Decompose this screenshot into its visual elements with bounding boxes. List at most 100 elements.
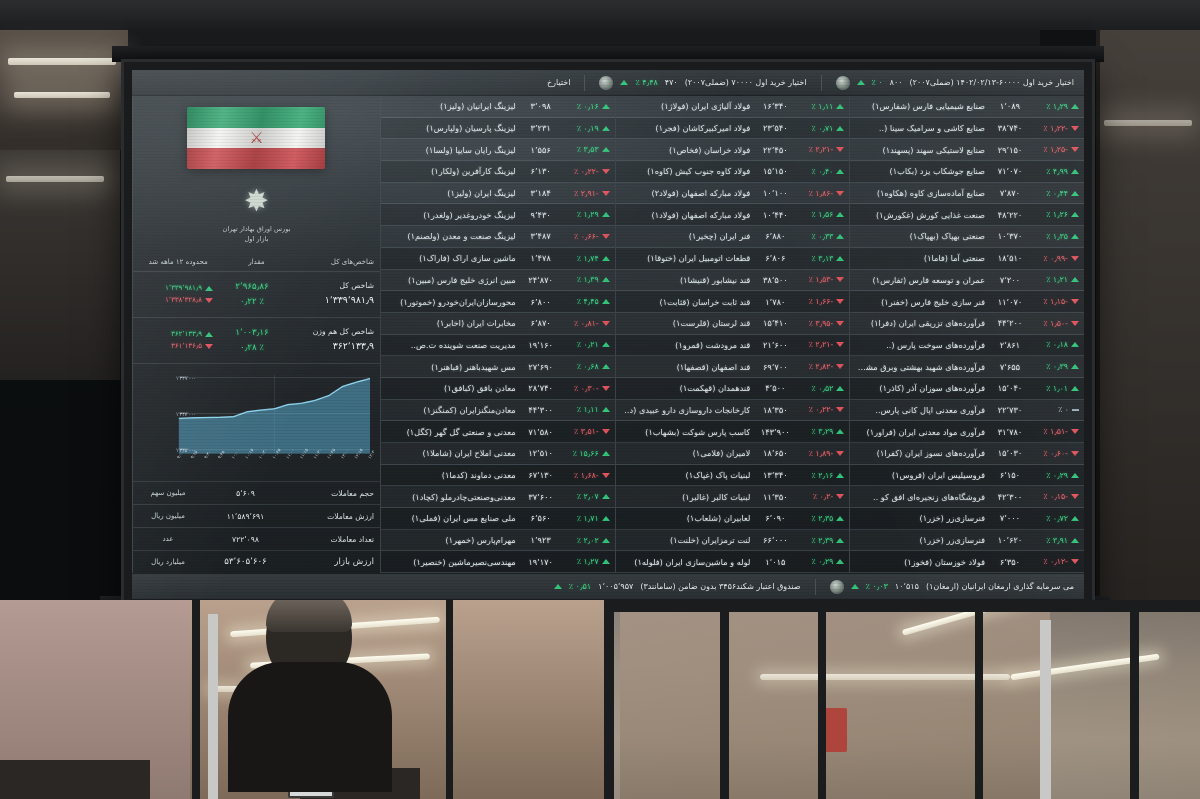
quote-row[interactable]: ۱٫۰۱ ٪ ۱۵٬۰۴۰ فرآورده‌های سوزان آذر (کاذر۱… (850, 377, 1084, 400)
quote-row[interactable]: -۳٫۵۱ ٪ ۷۱٬۵۸۰ معدنی و صنعتی گل گهر (کگل۱) (380, 421, 615, 443)
arrow-up-icon (601, 407, 610, 413)
quote-row[interactable]: ۱٫۵۶ ٪ ۱۰٬۴۴۰ فولاد مبارکه اصفهان (فولاد۱) (615, 204, 850, 227)
quote-change: -۱٫۱۵ ٪ (1035, 297, 1079, 306)
quote-row[interactable]: ۱٫۷۴ ٪ ۱٬۴۷۸ ماشین سازی اراک (فاراک۱) (380, 247, 615, 270)
quote-change: ۲٫۳۹ ٪ (800, 536, 845, 545)
quote-row[interactable]: -۱٫۲۲ ٪ ۳۸٬۷۴۰ صنایع کاشی و سرامیک سینا (.… (850, 117, 1084, 140)
quote-row[interactable]: -۱٫۲۵ ٪ ۲۹٬۱۵۰ صنایع لاستیکی سهند (پسهند۱) (850, 139, 1084, 162)
quote-row[interactable]: ۴٫۴۵ ٪ ۶٬۸۰۰ محورسازان‌ایران‌خودرو (خموتور… (380, 291, 615, 313)
quote-row[interactable]: ۲٫۳۵ ٪ ۶٬۰۹۰ لعابیران (شلعاب۱) (615, 508, 850, 530)
quote-row[interactable]: -۰٫۳۰ ٪ ۲۸٬۷۴۰ معادن بافق (کبافق۱) (380, 377, 615, 400)
quote-row[interactable]: ۰٫۱۹ ٪ ۳٬۲۳۱ لیزینگ پارسیان (ولپارس۱) (380, 117, 615, 140)
arrow-up-icon (204, 286, 213, 292)
quote-symbol: فولاد آلیاژی ایران (فولاژ۱) (661, 101, 751, 112)
quote-row[interactable]: ۰٫۳۹ ٪ ۷٬۶۵۵ فرآورده‌های شهید بهشتی وبرق م… (850, 356, 1084, 378)
quote-row[interactable]: ۰٫۱۸ ٪ ۲٬۸۶۱ فرآورده‌های سوخت پارس (.. (850, 334, 1084, 357)
quote-row[interactable]: ۱٫۲۱ ٪ ۷٬۲۰۰ عمران و توسعه فارس (ثفارس۱) (850, 270, 1084, 292)
quote-symbol: فرآورده‌های تزریقی ایران (دفرا۱) (870, 318, 985, 329)
quote-symbol: فنرسازی‌زر (خزر۱) (919, 513, 985, 524)
quote-row[interactable]: -۰٫۶۰ ٪ ۱۵٬۰۳۰ فرآورده‌های نسوز ایران (کفر… (850, 443, 1084, 465)
glass-tube-light-3 (760, 674, 1010, 680)
quote-price: ۷٬۶۵۵ (999, 361, 1021, 372)
quote-row[interactable]: -۱٫۸۹ ٪ ۱۸٬۶۵۰ لامیران (فلامی۱) (615, 443, 850, 465)
flag-wave-shading (187, 107, 326, 169)
quote-row[interactable]: -۰٫۹۹ ٪ ۱۸٬۵۱۰ صنعتی آما (فاما۱) (850, 247, 1084, 270)
wall-right (1096, 30, 1200, 610)
quote-row[interactable]: ۰٫۳۳ ٪ ۶٬۸۸۰ فنر ایران (چخیر۱) (615, 226, 850, 248)
summary-row-value: ارزش معاملات ۱۱٬۵۸۹٬۶۹۱ میلیون ریال (132, 504, 380, 527)
quote-row[interactable]: -۱٫۶۸ ٪ ۶۷٬۱۳۰ معدنی دماوند (کدما۱) (380, 464, 615, 487)
quote-row[interactable]: -۰٫۱۲ ٪ ۶٬۳۵۰ فولاد خوزستان (فخوز۱) (850, 551, 1084, 574)
quote-row[interactable]: ۰٫۵۲ ٪ ۴٬۵۰۰ قندهمدان (قهکمت۱) (615, 377, 850, 400)
quote-price: ۱۹٬۱۷۰ (528, 556, 553, 567)
quote-row[interactable]: ۰٫۷۱ ٪ ۲۳٬۵۴۰ فولاد امیرکبیرکاشان (فجر۱) (615, 117, 850, 140)
quote-row[interactable]: -۲٫۲۱ ٪ ۲۱٬۶۰۰ قند مرودشت (قمرو۱) (615, 334, 850, 357)
quote-row[interactable]: ۳٫۹۱ ٪ ۱۰٬۶۲۰ فنرسازی‌زر (خزر۱) (850, 530, 1084, 552)
quote-row[interactable]: ۱۵٫۶۶ ٪ ۱۲٬۵۱۰ معدنی املاح ایران (شاملا۱) (380, 443, 615, 465)
quote-symbol: فرآورده‌های شهید بهشتی وبرق مشهد .. (855, 361, 985, 372)
quote-row[interactable]: ۰٫۲۹ ٪ ۶٬۱۵۰ فروسیلیس ایران (فروس۱) (850, 464, 1084, 487)
quote-row[interactable]: -۳٫۹۵ ٪ ۱۵٬۴۱۰ قند لرستان (قلرست۱) (615, 313, 850, 335)
quote-change-pct: -۲٫۲۱ ٪ (808, 145, 834, 155)
quote-row[interactable]: ۰٫۴۰ ٪ ۱۵٬۱۵۰ فولاد کاوه جنوب کیش (کاوه۱) (615, 161, 850, 183)
quote-row[interactable]: ۱٫۲۷ ٪ ۱۹٬۱۷۰ مهندسی‌نصیرماشین (خنصیر۱) (380, 551, 615, 574)
quote-row[interactable]: ۳٫۱۳ ٪ ۶٬۸۰۶ قطعات اتومبیل ایران (ختوقا۱) (615, 247, 850, 270)
quote-row[interactable]: ۳٫۲۹ ٪ ۱۴۳٬۹۰۰ کاسب پارس شوکت (بشهاب۱) (615, 421, 850, 443)
quote-row[interactable]: -۱٫۶۶ ٪ ۱٬۷۸۰ قند ثابت خراسان (قثابت۱) (615, 291, 850, 313)
quote-row[interactable]: ۴٫۹۹ ٪ ۷۱٬۰۷۰ صنایع جوشکاب یزد (بکاب۱) (850, 161, 1084, 183)
quote-row[interactable]: ۰٫۶۸ ٪ ۲۷٬۶۹۰ مس شهیدباهنر (فباهنر۱) (380, 356, 615, 378)
arrow-down-icon (601, 429, 610, 435)
quote-price: ۱۰٬۶۲۰ (997, 535, 1023, 546)
quote-row[interactable]: -۰٫۸۱ ٪ ۶٬۸۷۰ مخابرات ایران (اخابر۱) (380, 313, 615, 335)
quote-row[interactable]: -۱٫۵۰ ٪ ۴۴٬۲۰۰ فرآورده‌های تزریقی ایران (د… (850, 313, 1084, 335)
svg-text:۱۲:۰۰: ۱۲:۰۰ (341, 448, 351, 461)
quote-row[interactable]: -۲٫۸۲ ٪ ۶۹٬۷۰۰ قند اصفهان (قصفها۱) (615, 356, 850, 378)
quote-row[interactable]: -۰٫۲۲ ٪ ۱۸٬۳۵۰ کارخانجات داروسازی دارو عبی… (615, 400, 850, 422)
ticker-change: ۰٫۵۱ ٪ (568, 582, 592, 591)
quote-row[interactable]: ۱٫۳۹ ٪ ۲۴٬۸۷۰ مبین انرژی خلیج فارس (مبین۱) (380, 270, 615, 292)
quote-row[interactable]: ۲٫۱۶ ٪ ۱۳٬۳۴۰ لبنیات پاک (غپاک۱) (615, 464, 850, 487)
arrow-down-icon (1071, 429, 1079, 435)
svg-text:۱۲:۳۰: ۱۲:۳۰ (367, 447, 374, 460)
quote-symbol: کاسب پارس شوکت (بشهاب۱) (645, 426, 751, 437)
quote-row[interactable]: -۲٫۲۱ ٪ ۲۲٬۴۵۰ فولاد خراسان (فخاص۱) (615, 139, 850, 162)
quote-row[interactable]: -۱٫۸۶ ٪ ۱۰٬۱۰۰ فولاد مبارکه اصفهان (فولاد۲… (615, 183, 850, 205)
index-row-total: شاخص کل ۱٬۳۳۹٬۹۸۱٫۹ ۲٬۹۶۵٫۸۶ ٪ ۰٫۲۲ ۱٬۳۳… (132, 272, 380, 318)
quote-price: ۱۵٬۱۵۰ (763, 166, 788, 177)
quote-row[interactable]: ۲٫۰۷ ٪ ۳۷٬۶۰۰ معدنی‌وصنعتی‌چادرملو (کچاد۱) (380, 486, 615, 509)
quote-row[interactable]: ۲٫۳۹ ٪ ۶۶٬۰۰۰ لنت ترمزایران (خلنت۱) (615, 530, 850, 552)
quote-row[interactable]: ۰٫۷۲ ٪ ۷٬۰۰۰ فنرسازی‌زر (خزر۱) (850, 508, 1084, 530)
quote-row[interactable]: ۱٫۲۹ ٪ ۱٬۰۸۹ صنایع شیمیایی فارس (شفارس۱) (850, 96, 1084, 118)
quote-row[interactable]: -۱٫۵۱ ٪ ۳۱٬۷۸۰ فرآوری مواد معدنی ایران (فر… (850, 421, 1084, 443)
quote-change-pct: -۰٫۲ ٪ (812, 492, 834, 502)
quote-change-pct: ۰٫۴۴ ٪ (1046, 188, 1068, 198)
quote-row[interactable]: ۰٫۴۴ ٪ ۷٬۸۷۰ صنایع آماده‌سازی کاوه (هکاوه۱… (850, 183, 1084, 205)
quote-row[interactable]: -۲٫۹۱ ٪ ۳٬۱۸۴ لیزینگ ایران (ولیز۱) (380, 183, 615, 205)
quote-row[interactable]: ۲٫۰۲ ٪ ۱٬۹۲۳ مهرام‌پارس (خمهر۱) (380, 530, 615, 552)
quote-row[interactable]: -۰٫۲ ٪ ۱۱٬۳۵۰ لبنیات کالبر (غالبر۱) (615, 486, 850, 509)
quote-row[interactable]: ۱٫۱۱ ٪ ۴۴٬۳۰۰ معادن‌منگنزایران (کمنگنز۱) (380, 400, 615, 422)
quote-symbol: فرآورده‌های سوخت پارس (.. (886, 339, 985, 350)
quote-row[interactable]: ۳٫۵۳ ٪ ۱٬۵۵۶ لیزینگ رایان سایپا (ولسا۱) (380, 139, 615, 162)
quote-row[interactable]: ۰٫۲۹ ٪ ۱٬۰۱۵ لوله و ماشین‌سازی ایران (فلول… (615, 551, 850, 574)
quote-row[interactable]: ۰٫۱۶ ٪ ۳٬۰۹۸ لیزینگ ایرانیان (ولیز۱) (380, 96, 615, 118)
quote-row[interactable]: ۱٫۲۹ ٪ ۹٬۴۳۰ لیزینگ خودروغدیر (ولغدر۱) (380, 204, 615, 227)
quote-symbol: فولاد مبارکه اصفهان (فولاد۲) (651, 188, 751, 199)
quote-symbol: لیزینگ ایرانیان (ولیز۱) (440, 101, 516, 112)
quote-change-pct: ۳٫۵۳ ٪ (576, 145, 599, 155)
quote-row[interactable]: -۰٫۲۲ ٪ ۶٬۱۳۰ لیزینگ کارآفرین (ولکار۱) (380, 161, 615, 183)
quote-symbol: لیزینگ پارسیان (ولپارس۱) (426, 123, 516, 134)
quote-row[interactable]: -۱٫۵۳ ٪ ۳۸٬۵۰۰ قند نیشابور (قنیشا۱) (615, 270, 850, 292)
quote-row[interactable]: ۱٫۱۱ ٪ ۱۶٬۳۴۰ فولاد آلیاژی ایران (فولاژ۱) (615, 96, 850, 118)
quote-row[interactable]: ۰٫۲۱ ٪ ۱۹٬۱۶۰ مدیریت صنعت شوینده ت.ص.. (380, 334, 615, 357)
arrow-up-icon (601, 212, 610, 218)
quote-row[interactable]: -۱٫۱۵ ٪ ۱۱٬۰۷۰ فنر سازی خلیج فارس (خفنر۱) (850, 291, 1084, 313)
quote-row[interactable]: ۱٫۷۱ ٪ ۶٬۵۶۰ ملی صنایع مس ایران (فملی۱) (380, 508, 615, 530)
quote-row[interactable]: -۰٫۱۵ ٪ ۴۲٬۳۰۰ فروشگاه‌های زنجیره‌ای افق ک… (850, 486, 1084, 509)
quote-row[interactable]: -۰٫۶۶ ٪ ۳٬۴۸۷ لیزینگ صنعت و معدن (ولصنم۱) (380, 226, 615, 248)
quote-row[interactable]: ۱٫۳۵ ٪ ۱۰٬۳۷۰ صنعتی بهپاک (بهپاک۱) (850, 226, 1084, 248)
quote-row[interactable]: ۰ ٪ ۲۲٬۷۳۰ فرآوری معدنی اپال کانی پارس.. (850, 400, 1084, 422)
index-range: ۳۶۲٬۱۳۳٫۹ ۳۶۱٬۱۳۶٫۵ (139, 329, 213, 352)
quote-row[interactable]: ۱٫۲۶ ٪ ۴۸٬۲۲۰ صنعت غذایی کورش (غکورش۱) (850, 204, 1084, 227)
quote-symbol: صنعتی آما (فاما۱) (923, 253, 985, 264)
